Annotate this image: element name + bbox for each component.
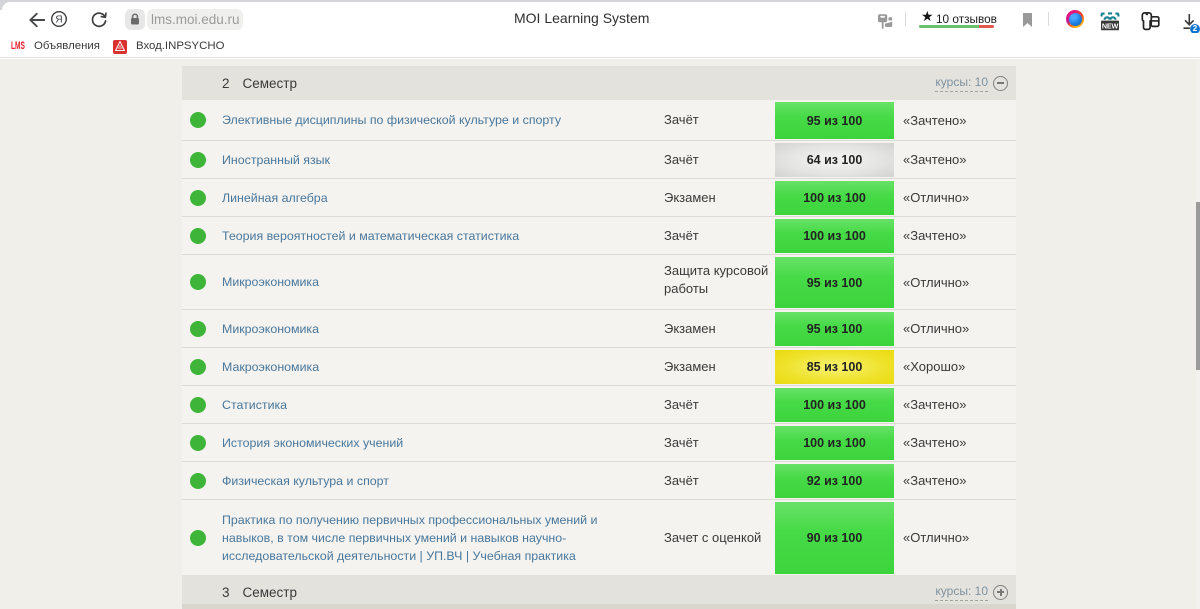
svg-text:NEW: NEW (1102, 21, 1119, 30)
svg-text:Я: Я (55, 15, 62, 26)
